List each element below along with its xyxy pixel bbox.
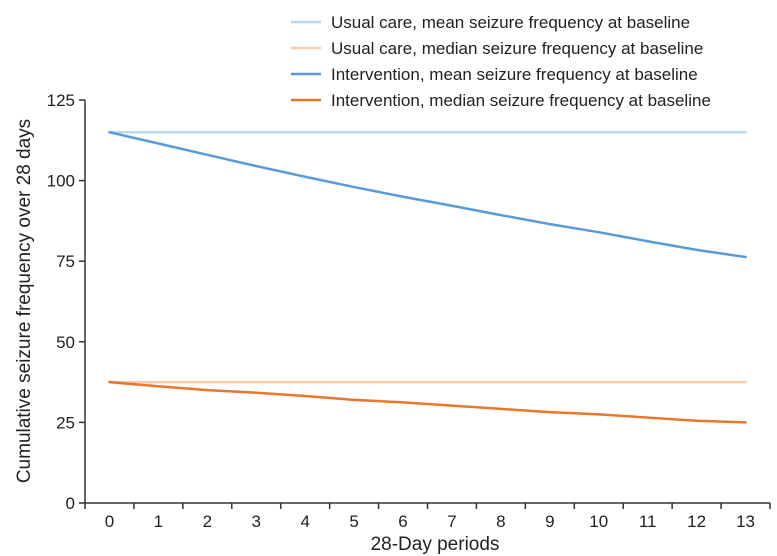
x-tick-label: 13	[736, 512, 755, 531]
series-line-4	[108, 380, 747, 424]
x-tick-label: 0	[105, 512, 114, 531]
legend-label: Usual care, median seizure frequency at …	[331, 39, 703, 58]
x-tick-label: 12	[687, 512, 706, 531]
legend-label: Intervention, mean seizure frequency at …	[331, 65, 698, 84]
x-tick-label: 9	[545, 512, 554, 531]
x-tick-label: 3	[252, 512, 261, 531]
x-tick-label: 11	[639, 512, 657, 531]
x-axis-label: 28-Day periods	[371, 534, 500, 555]
x-tick-label: 5	[349, 512, 358, 531]
x-tick-label: 8	[496, 512, 505, 531]
x-tick-label: 4	[300, 512, 309, 531]
axes	[84, 100, 770, 504]
y-tick-label: 50	[56, 333, 75, 352]
x-tick-label: 7	[447, 512, 456, 531]
legend-label: Usual care, mean seizure frequency at ba…	[331, 13, 690, 32]
y-axis-label: Cumulative seizure frequency over 28 day…	[14, 119, 35, 483]
series-layer	[108, 130, 747, 424]
y-tick-label: 125	[47, 91, 75, 110]
y-ticks: 0 25 50 75 100 125	[47, 91, 85, 513]
x-tick-label: 6	[398, 512, 407, 531]
x-tick-label: 10	[589, 512, 608, 531]
x-ticks: 0 1 2 3 4 5 6 7 8 9 10 11 12 13	[84, 503, 771, 531]
y-tick-label: 75	[56, 252, 75, 271]
y-tick-label: 25	[56, 413, 75, 432]
x-tick-label: 1	[154, 512, 163, 531]
y-tick-label: 100	[47, 172, 75, 191]
y-tick-label: 0	[66, 494, 75, 513]
legend: Usual care, mean seizure frequency at ba…	[291, 13, 711, 110]
x-tick-label: 2	[203, 512, 212, 531]
series-line-3	[108, 130, 747, 259]
legend-label: Intervention, median seizure frequency a…	[331, 91, 711, 110]
